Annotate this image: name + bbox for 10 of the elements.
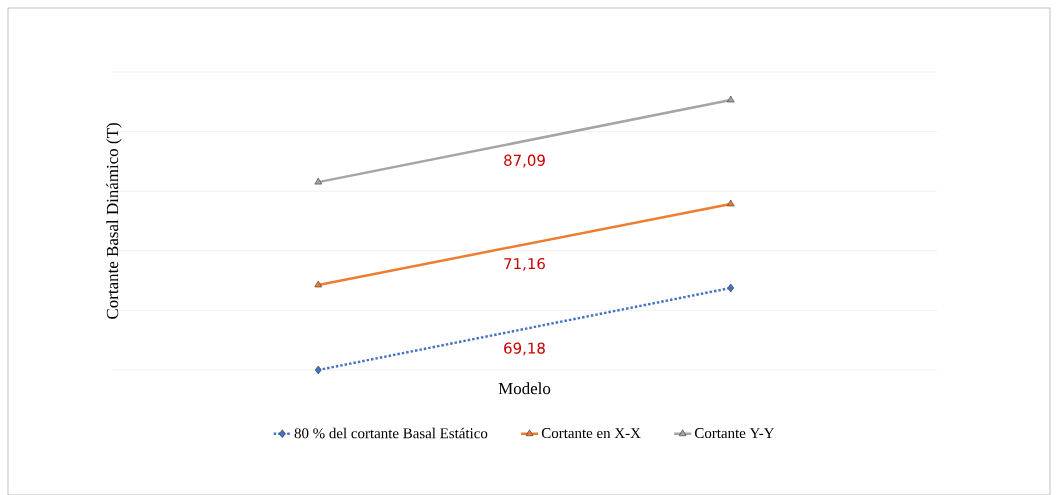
point: [314, 365, 322, 375]
y-axis-title: Cortante Basal Dinámico (T): [106, 123, 122, 319]
legend-label: Cortante en X-X: [541, 427, 641, 438]
legend-label: Cortante Y-Y: [694, 427, 775, 438]
annotation: 87,09: [504, 154, 545, 168]
point: [727, 283, 735, 293]
annotation: 69,18: [504, 342, 545, 356]
legend-label: 80 % del cortante Basal Estático: [294, 427, 488, 439]
x-axis-title: Modelo: [498, 382, 551, 395]
annotation: 71,16: [504, 257, 545, 271]
